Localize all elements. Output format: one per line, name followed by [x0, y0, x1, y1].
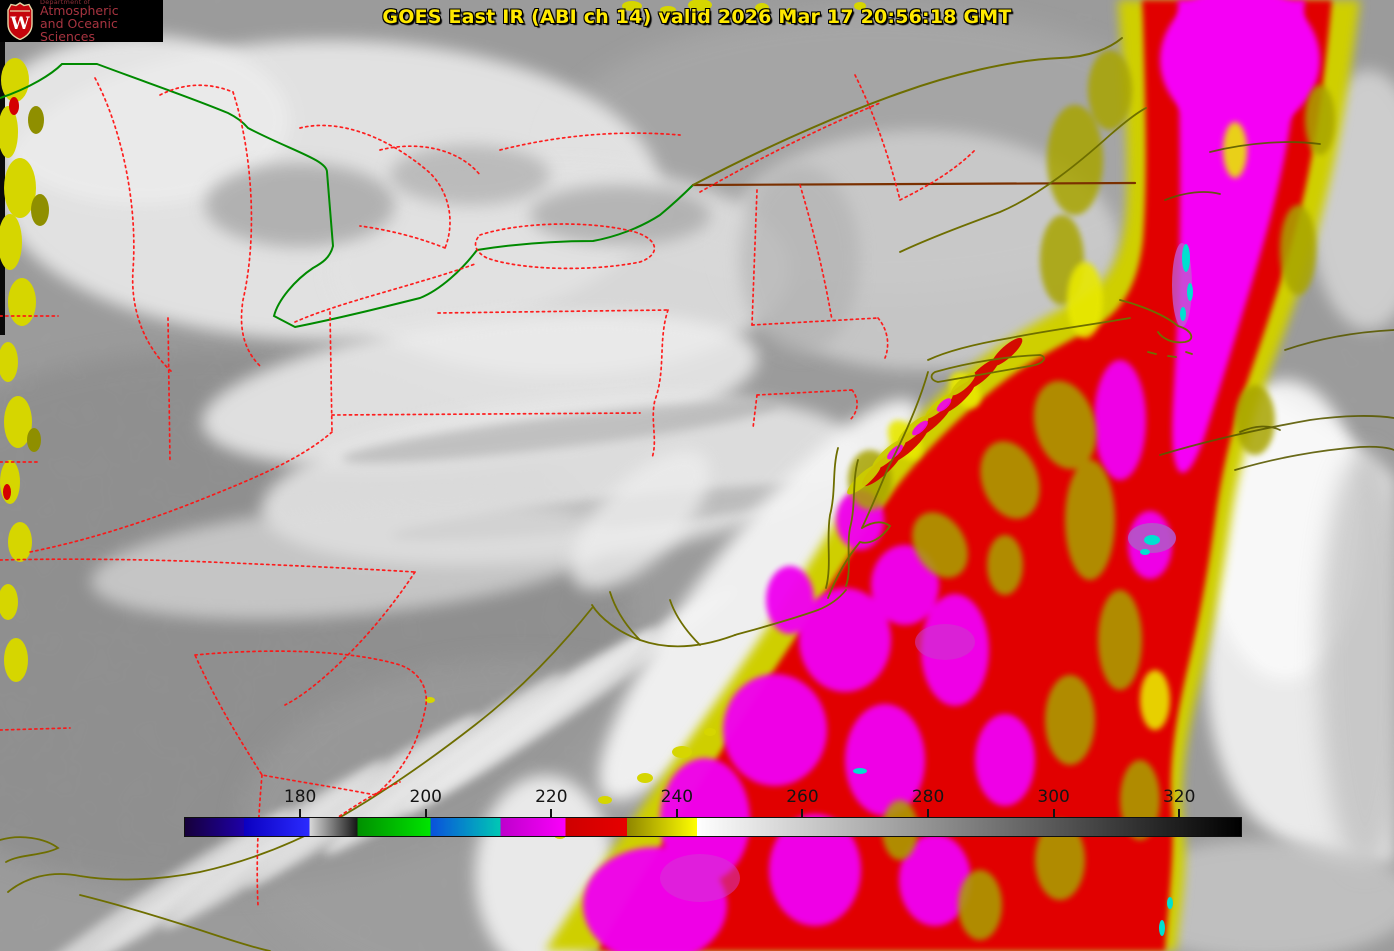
colorbar-tick-mark — [1052, 809, 1055, 817]
colorbar-tick-label: 200 — [409, 787, 442, 807]
canada-border-brown — [691, 181, 1137, 187]
cloud-layer — [0, 35, 1394, 951]
logo-line1: Atmospheric — [40, 3, 119, 19]
colorbar-tick-mark — [299, 809, 302, 817]
logo-line2: and Oceanic Sciences — [40, 15, 118, 44]
colorbar-tick-mark — [801, 809, 804, 817]
colorbar-tick-mark — [675, 809, 678, 817]
colorbar-tick-mark — [927, 809, 930, 817]
logo-dept-prefix: Department of — [40, 0, 91, 6]
ir-enhancement-band — [0, 0, 1360, 951]
colorbar-tick-label: 220 — [535, 787, 568, 807]
colorbar-tick-mark — [1178, 809, 1181, 817]
colorbar-tick-label: 320 — [1162, 787, 1196, 807]
colorbar-tick-mark — [550, 809, 553, 817]
image-title: GOES East IR (ABI ch 14) valid 2026 Mar … — [382, 6, 1012, 28]
temperature-colorbar: 180 200 220 240 260 280 300 320 — [184, 787, 1242, 837]
colorbar-tick-mark — [424, 809, 427, 817]
colorbar-tick-label: 260 — [786, 787, 819, 807]
uw-crest-icon: W — [7, 2, 33, 40]
coldest-tops-specks — [660, 243, 1193, 936]
colorbar-gradient-strip — [184, 817, 1242, 837]
lakes-border-green — [0, 63, 694, 329]
colorbar-tick-label: 180 — [283, 787, 317, 807]
uw-aos-logo: W Department of Atmospheric and Oceanic … — [0, 0, 163, 42]
cold-speck-layer — [0, 0, 866, 839]
colorbar-tick-label: 300 — [1037, 787, 1070, 807]
map-overlays — [0, 37, 1394, 951]
colorbar-tick-label: 240 — [660, 787, 694, 807]
svg-text:W: W — [9, 14, 30, 34]
colorbar-tick-label: 280 — [911, 787, 945, 807]
state-borders-red — [0, 74, 976, 906]
coastlines-olive — [0, 107, 1394, 951]
